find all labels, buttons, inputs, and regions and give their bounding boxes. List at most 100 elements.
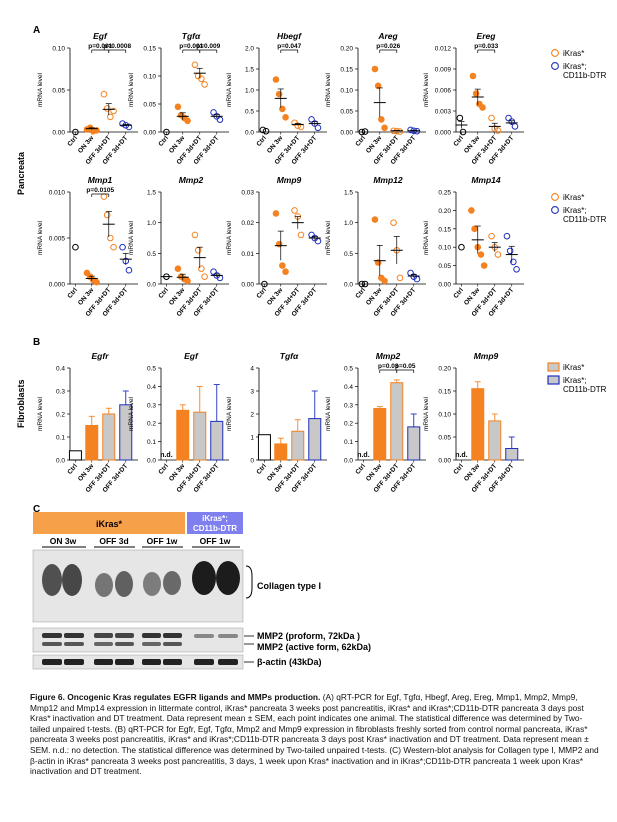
data-point <box>100 193 108 200</box>
data-point <box>174 103 182 111</box>
blot-collagen-bracket <box>245 565 253 599</box>
bar <box>291 430 305 461</box>
nd-label: n.d. <box>455 452 467 459</box>
annotation-label: p=0.009 <box>196 43 220 50</box>
data-point <box>262 127 270 135</box>
blot-group-off1w: OFF 1w <box>147 536 178 546</box>
y-tick-label: 0.10 <box>438 245 451 252</box>
y-tick-label: 0.05 <box>52 88 65 95</box>
y-tick-label: 0.4 <box>344 384 353 391</box>
y-tick-label: 1 <box>250 435 254 442</box>
data-point <box>480 262 488 269</box>
y-tick-label: 0.2 <box>147 421 156 428</box>
chart-10: Mmp14 0.00 0.05 0.10 0.15 0.20 0.25 mRNA level C… <box>423 175 524 318</box>
y-tick-label: 0.0 <box>147 282 156 289</box>
y-axis-label: mRNA level <box>226 72 233 107</box>
data-point <box>361 280 369 288</box>
data-point <box>184 117 191 125</box>
side-label-fibroblasts: Fibroblasts <box>16 379 26 428</box>
y-tick-label: 0.0 <box>56 458 65 465</box>
data-point <box>110 243 117 251</box>
blot-group-dtr-off1w: OFF 1w <box>200 536 231 546</box>
data-point <box>119 120 126 127</box>
data-point <box>468 207 475 214</box>
bar <box>407 426 421 461</box>
data-point <box>471 225 478 233</box>
y-tick-label: 0.5 <box>245 109 254 116</box>
western-blot: iKras* iKras*; CD11b-DTR ON 3w OFF 3d OF… <box>32 512 371 670</box>
annotation-label: p=0.0105 <box>86 187 114 194</box>
data-point <box>174 265 182 272</box>
legend-label-dtr-line1: iKras*; <box>563 62 587 71</box>
blot-label-collagen: Collagen type I <box>257 581 321 591</box>
y-tick-label: 1.0 <box>147 220 156 227</box>
y-tick-label: 0.3 <box>56 389 65 396</box>
x-tick-label: Ctrl <box>255 463 268 476</box>
legend-label-ikras: iKras* <box>563 49 584 58</box>
data-point <box>201 273 208 280</box>
y-tick-label: 1.5 <box>245 67 254 74</box>
bar <box>193 411 207 461</box>
data-point <box>191 231 199 239</box>
y-tick-label: 0.00 <box>340 130 353 137</box>
x-tick-label: Ctrl <box>157 135 170 148</box>
y-axis-label: mRNA level <box>37 396 44 431</box>
data-point <box>371 216 379 223</box>
data-point <box>198 265 205 272</box>
legend-b: iKras* iKras*; CD11b-DTR <box>547 362 607 394</box>
data-point <box>494 251 502 258</box>
y-tick-label: 0.000 <box>435 130 452 137</box>
y-tick-label: 0.0 <box>147 458 156 465</box>
data-point <box>119 243 126 251</box>
data-point <box>103 211 111 219</box>
y-axis-label: mRNA level <box>37 72 44 107</box>
y-tick-label: 0.4 <box>56 366 65 373</box>
bar <box>85 425 99 461</box>
data-point <box>488 114 495 122</box>
chart-title: Mmp1 <box>88 175 113 185</box>
bar <box>308 418 322 461</box>
bar <box>390 382 404 461</box>
x-tick-label: Ctrl <box>255 135 268 148</box>
y-tick-label: 0.010 <box>49 190 66 197</box>
legend-a: iKras* iKras*; CD11b-DTR <box>551 49 607 80</box>
y-tick-label: 0.00 <box>143 130 156 137</box>
data-point <box>381 124 388 132</box>
x-tick-label: Ctrl <box>157 463 170 476</box>
data-point <box>308 231 315 239</box>
y-tick-label: 0.4 <box>147 384 156 391</box>
legend-swatch-ikras <box>547 362 560 372</box>
annotation-label: p=0.001 <box>88 43 112 50</box>
blot-collagen-bands <box>42 561 240 597</box>
x-tick-label: Ctrl <box>452 287 465 300</box>
y-tick-label: 0.1 <box>147 439 156 446</box>
y-tick-label: 2.0 <box>245 46 254 53</box>
chart-title: Mmp2 <box>179 175 204 185</box>
chart-title: Egf <box>93 31 108 41</box>
data-point <box>163 128 170 136</box>
blot-actin-membrane <box>32 654 244 670</box>
y-tick-label: 0.02 <box>241 220 254 227</box>
bar <box>176 409 190 461</box>
data-point <box>107 234 114 242</box>
y-tick-label: 0.15 <box>340 67 353 74</box>
chart-title: Mmp12 <box>373 175 403 185</box>
data-point <box>279 105 286 113</box>
y-tick-label: 0.20 <box>438 208 451 215</box>
y-tick-label: 0 <box>250 458 254 465</box>
data-point <box>272 210 280 217</box>
blot-group-off3d: OFF 3d <box>99 536 128 546</box>
y-tick-label: 1.5 <box>147 190 156 197</box>
chart-title: Hbegf <box>277 31 302 41</box>
x-tick-label: Ctrl <box>452 463 465 476</box>
bar <box>488 420 502 461</box>
data-point <box>358 280 366 288</box>
y-axis-label: mRNA level <box>226 396 233 431</box>
y-tick-label: 1.5 <box>344 190 353 197</box>
data-point <box>125 266 133 274</box>
chart-title: Tgfα <box>182 31 201 41</box>
y-tick-label: 0.05 <box>438 263 451 270</box>
